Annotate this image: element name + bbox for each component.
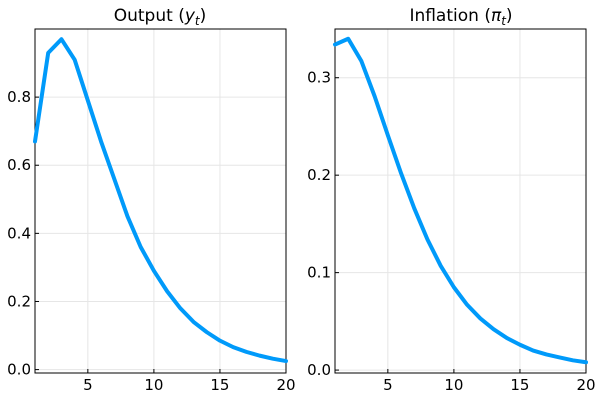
output-ytick-label-4: 0.8 bbox=[7, 88, 31, 106]
output-xtick-label-15: 15 bbox=[210, 376, 229, 394]
inflation-xtick-label-5: 5 bbox=[383, 376, 393, 394]
inflation-ytick-label-2: 0.2 bbox=[307, 166, 331, 184]
output-ytick-label-0: 0.0 bbox=[7, 361, 31, 379]
inflation-title: Inflation (πt) bbox=[409, 6, 512, 28]
output-series-line bbox=[33, 37, 288, 364]
output-plot-frame bbox=[34, 28, 287, 374]
output-xtick-label-10: 10 bbox=[144, 376, 163, 394]
inflation-grid bbox=[335, 29, 587, 373]
output-ytick-label-2: 0.4 bbox=[7, 224, 31, 242]
inflation-ticks: 5 10 15 20 0.0 0.1 0.2 0.3 bbox=[307, 69, 595, 394]
output-xtick-label-5: 5 bbox=[83, 376, 93, 394]
inflation-panel: Inflation (πt) 5 10 15 20 0.0 0.1 0.2 0.3 bbox=[307, 6, 595, 394]
inflation-xtick-label-20: 20 bbox=[576, 376, 595, 394]
inflation-ytick-label-0: 0.0 bbox=[307, 361, 331, 379]
output-ticks: 5 10 15 20 0.0 0.2 0.4 0.6 0.8 bbox=[7, 88, 295, 394]
inflation-xtick-label-10: 10 bbox=[444, 376, 463, 394]
inflation-series-line bbox=[333, 36, 588, 365]
inflation-ytick-label-3: 0.3 bbox=[307, 69, 331, 87]
inflation-ytick-label-1: 0.1 bbox=[307, 264, 331, 282]
inflation-plot-frame bbox=[334, 28, 587, 374]
output-title: Output (yt) bbox=[114, 6, 207, 28]
output-ytick-label-3: 0.6 bbox=[7, 156, 31, 174]
inflation-xtick-label-15: 15 bbox=[510, 376, 529, 394]
output-ytick-label-1: 0.2 bbox=[7, 292, 31, 310]
output-panel: Output (yt) 5 10 15 20 0.0 0.2 0.4 0.6 0.8 bbox=[7, 6, 295, 394]
output-xtick-label-20: 20 bbox=[276, 376, 295, 394]
output-grid bbox=[35, 29, 287, 373]
